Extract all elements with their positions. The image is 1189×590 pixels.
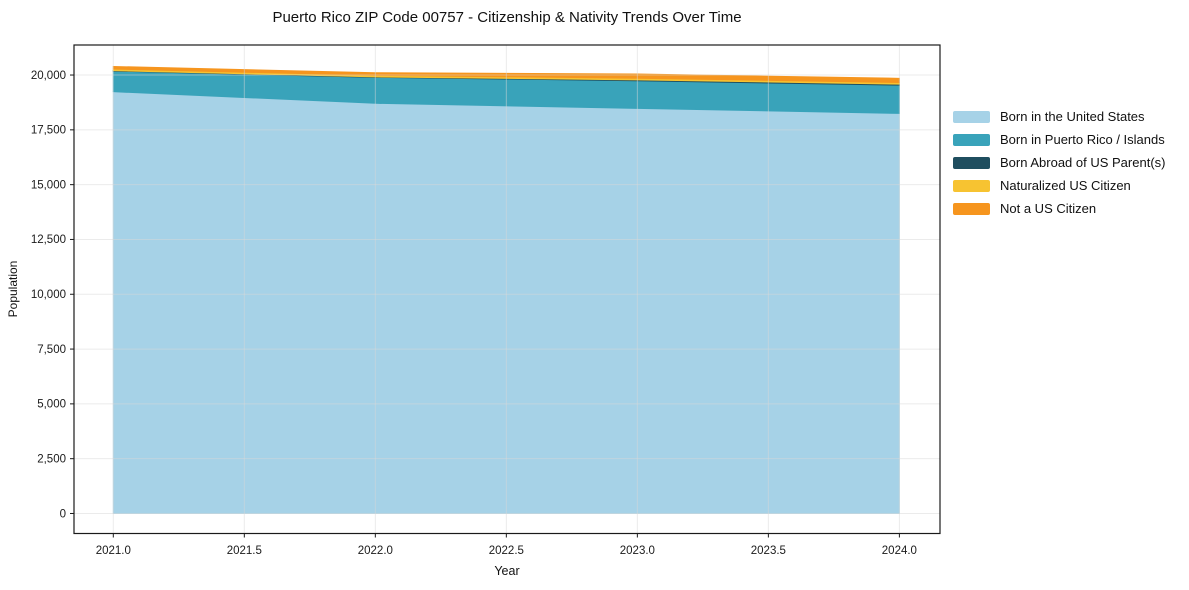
legend-item: Born in Puerto Rico / Islands <box>953 128 1165 151</box>
plot-border <box>73 44 941 535</box>
legend: Born in the United States Born in Puerto … <box>953 105 1165 220</box>
y-tick-label: 20,000 <box>31 70 66 82</box>
legend-label: Born Abroad of US Parent(s) <box>1000 155 1166 170</box>
x-tick-label: 2023.5 <box>751 545 786 557</box>
legend-item: Not a US Citizen <box>953 197 1165 220</box>
y-tick-label: 0 <box>60 508 66 520</box>
x-axis-label: Year <box>494 564 520 578</box>
y-tick-label: 15,000 <box>31 179 66 191</box>
y-tick-label: 10,000 <box>31 289 66 301</box>
legend-swatch <box>953 202 990 215</box>
y-axis-label: Population <box>6 260 20 318</box>
legend-label: Not a US Citizen <box>1000 201 1097 216</box>
y-tick-label: 12,500 <box>31 234 66 246</box>
chart-title: Puerto Rico ZIP Code 00757 - Citizenship… <box>272 9 742 26</box>
legend-item: Naturalized US Citizen <box>953 174 1165 197</box>
x-tick-label: 2021.0 <box>96 545 131 557</box>
y-tick-label: 2,500 <box>37 453 66 465</box>
x-tick-label: 2021.5 <box>227 545 262 557</box>
legend-swatch <box>953 179 990 192</box>
legend-swatch <box>953 110 990 123</box>
x-tick-label: 2022.5 <box>489 545 524 557</box>
x-tick-label: 2023.0 <box>620 545 655 557</box>
x-tick-label: 2024.0 <box>882 545 917 557</box>
legend-item: Born in the United States <box>953 105 1165 128</box>
legend-label: Born in Puerto Rico / Islands <box>1000 132 1165 147</box>
legend-swatch <box>953 133 990 146</box>
legend-label: Born in the United States <box>1000 109 1145 124</box>
y-tick-label: 7,500 <box>37 344 66 356</box>
legend-item: Born Abroad of US Parent(s) <box>953 151 1165 174</box>
legend-label: Naturalized US Citizen <box>1000 178 1131 193</box>
legend-swatch <box>953 156 990 169</box>
x-tick-label: 2022.0 <box>358 545 393 557</box>
y-tick-label: 17,500 <box>31 125 66 137</box>
y-tick-label: 5,000 <box>37 399 66 411</box>
